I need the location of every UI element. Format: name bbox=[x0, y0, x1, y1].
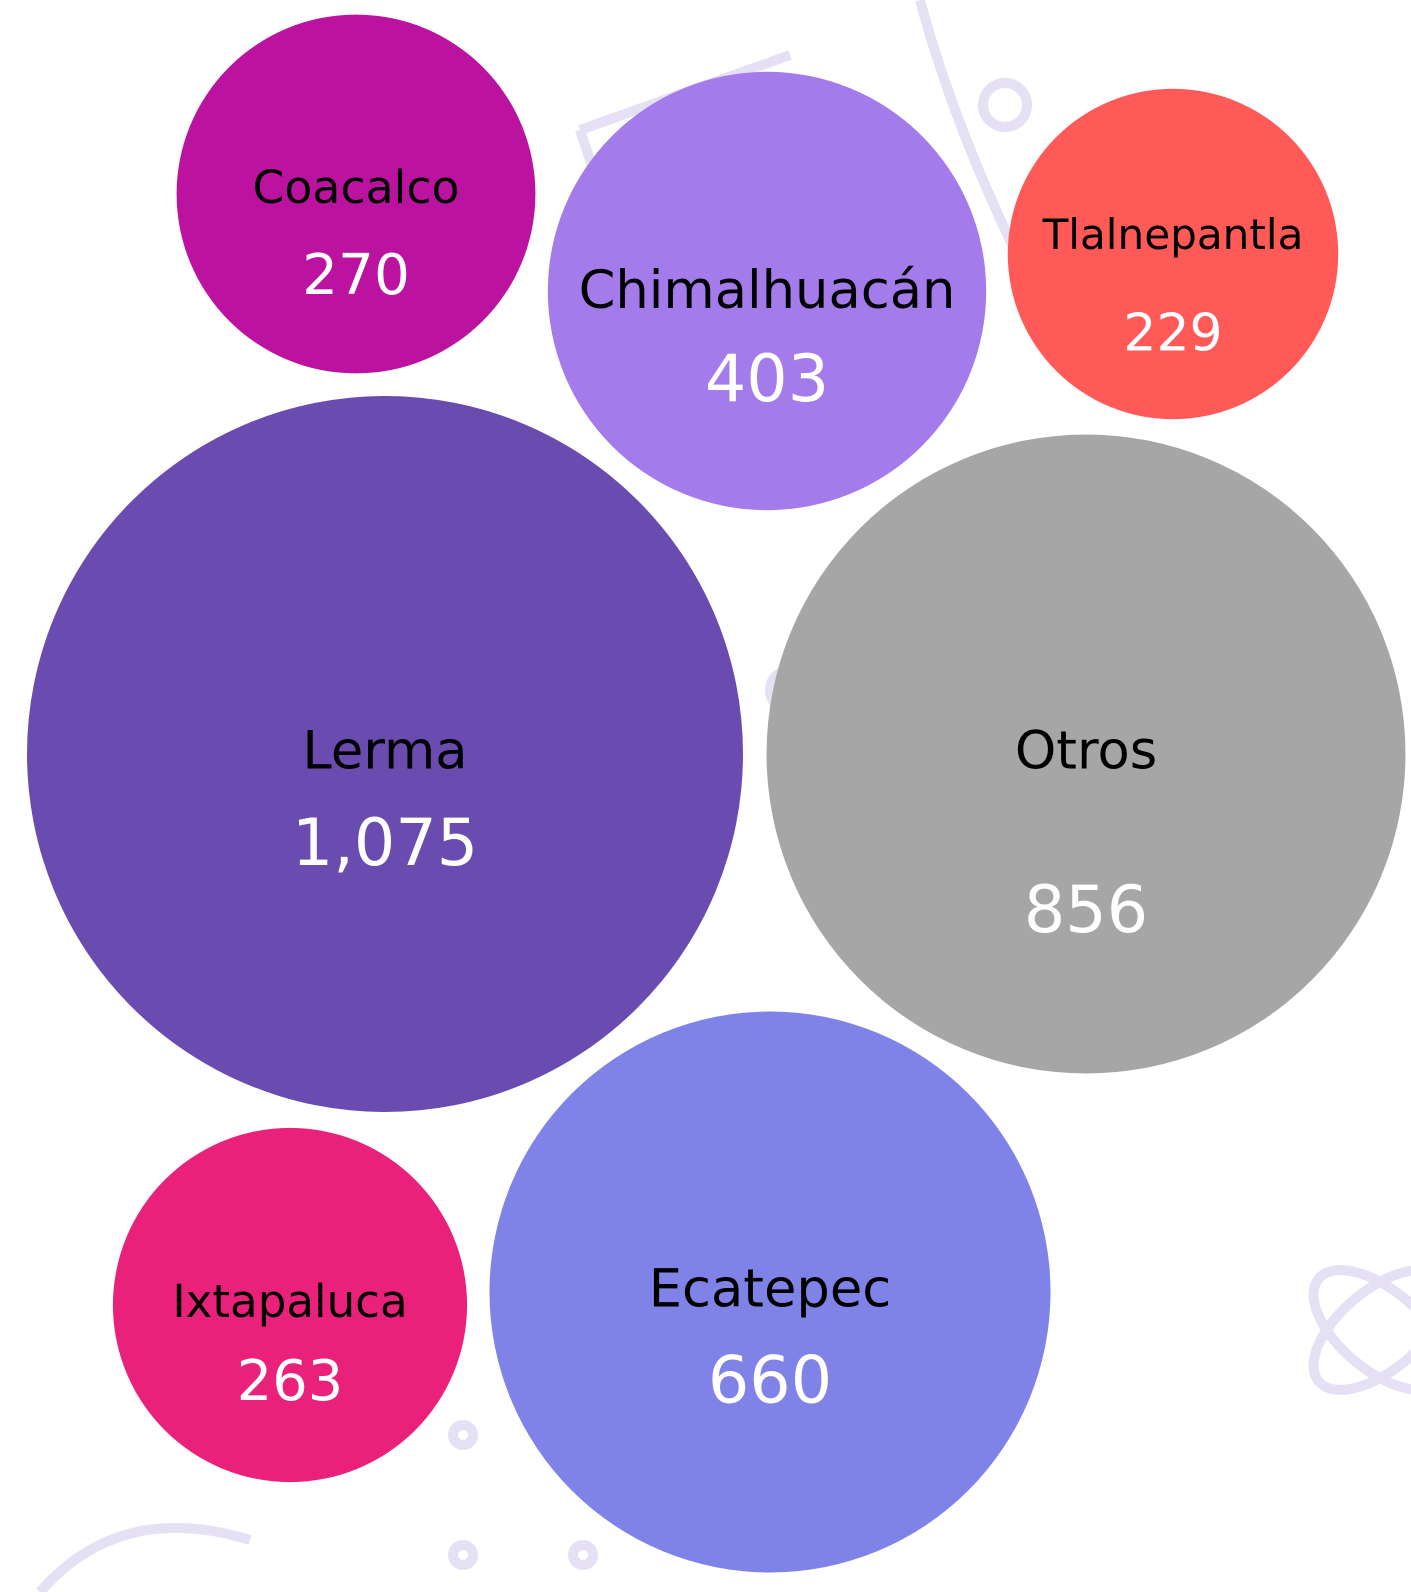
bubble-label: Coacalco bbox=[252, 161, 459, 214]
value-label: 660 bbox=[708, 1344, 832, 1419]
bubble bbox=[1007, 88, 1339, 420]
bubble bbox=[27, 396, 743, 1112]
bubble-label: Ecatepec bbox=[649, 1259, 891, 1320]
bubble bbox=[766, 434, 1406, 1074]
value-label: 1,075 bbox=[292, 806, 478, 881]
bubble bbox=[112, 1127, 468, 1483]
value-label: 270 bbox=[302, 243, 410, 308]
value-label: 403 bbox=[705, 342, 829, 417]
bubble-label: Ixtapaluca bbox=[172, 1275, 407, 1328]
bubble-label: Otros bbox=[1015, 721, 1157, 782]
bubble-label: Lerma bbox=[302, 721, 467, 782]
bubble-label: Tlalnepantla bbox=[1042, 210, 1304, 259]
value-label: 856 bbox=[1024, 873, 1148, 948]
bubble-label: Chimalhuacán bbox=[579, 260, 956, 321]
value-label: 263 bbox=[237, 1349, 343, 1414]
bubble bbox=[547, 71, 987, 511]
value-label: 229 bbox=[1123, 304, 1222, 364]
bubble bbox=[489, 1011, 1051, 1573]
bubble bbox=[176, 14, 536, 374]
